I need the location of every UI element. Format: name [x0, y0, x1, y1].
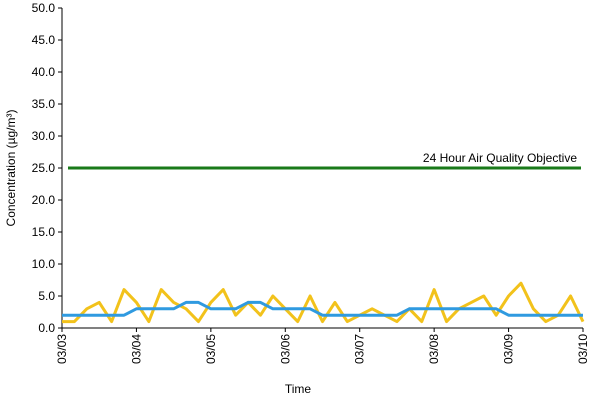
y-tick-label: 30.0 — [32, 129, 56, 143]
x-tick-label: 03/08 — [427, 334, 441, 364]
y-tick-label: 35.0 — [32, 97, 56, 111]
y-tick-label: 50.0 — [32, 1, 56, 15]
x-axis-label: Time — [285, 382, 312, 396]
y-axis-label: Concentration (µg/m³) — [4, 110, 18, 227]
y-tick-label: 10.0 — [32, 257, 56, 271]
x-tick-label: 03/03 — [55, 334, 69, 364]
objective-label: 24 Hour Air Quality Objective — [423, 151, 577, 165]
y-tick-label: 5.0 — [38, 289, 55, 303]
y-tick-label: 0.0 — [38, 321, 55, 335]
series-line — [62, 281, 585, 324]
x-tick-label: 03/05 — [204, 334, 218, 364]
x-tick-label: 03/09 — [502, 334, 516, 364]
x-tick-label: 03/10 — [576, 334, 590, 364]
y-tick-label: 15.0 — [32, 225, 56, 239]
x-tick-label: 03/06 — [278, 334, 292, 364]
series-line — [62, 300, 583, 317]
y-tick-label: 25.0 — [32, 161, 56, 175]
y-tick-label: 40.0 — [32, 65, 56, 79]
x-tick-label: 03/07 — [353, 334, 367, 364]
x-tick-label: 03/04 — [129, 334, 143, 364]
y-tick-label: 45.0 — [32, 33, 56, 47]
y-tick-label: 20.0 — [32, 193, 56, 207]
